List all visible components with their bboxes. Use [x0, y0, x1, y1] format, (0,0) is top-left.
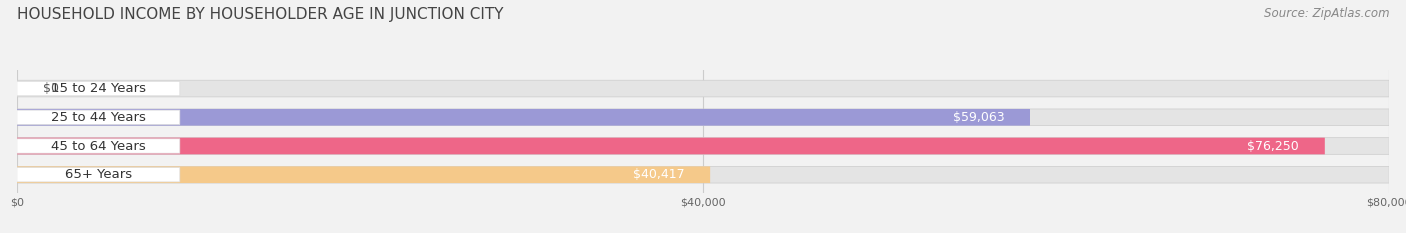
FancyBboxPatch shape: [17, 81, 180, 96]
Text: 65+ Years: 65+ Years: [65, 168, 132, 181]
FancyBboxPatch shape: [17, 110, 180, 124]
Text: Source: ZipAtlas.com: Source: ZipAtlas.com: [1264, 7, 1389, 20]
FancyBboxPatch shape: [17, 166, 1389, 183]
Text: $76,250: $76,250: [1247, 140, 1299, 153]
Text: 25 to 44 Years: 25 to 44 Years: [51, 111, 146, 124]
FancyBboxPatch shape: [17, 166, 710, 183]
Text: 15 to 24 Years: 15 to 24 Years: [51, 82, 146, 95]
Text: HOUSEHOLD INCOME BY HOUSEHOLDER AGE IN JUNCTION CITY: HOUSEHOLD INCOME BY HOUSEHOLDER AGE IN J…: [17, 7, 503, 22]
Text: 45 to 64 Years: 45 to 64 Years: [51, 140, 146, 153]
Text: $0: $0: [42, 82, 59, 95]
FancyBboxPatch shape: [17, 139, 180, 153]
FancyBboxPatch shape: [17, 138, 1324, 154]
FancyBboxPatch shape: [17, 109, 1031, 126]
FancyBboxPatch shape: [17, 109, 1389, 126]
FancyBboxPatch shape: [17, 80, 1389, 97]
FancyBboxPatch shape: [17, 138, 1389, 154]
Text: $40,417: $40,417: [633, 168, 685, 181]
FancyBboxPatch shape: [17, 168, 180, 182]
Text: $59,063: $59,063: [953, 111, 1004, 124]
